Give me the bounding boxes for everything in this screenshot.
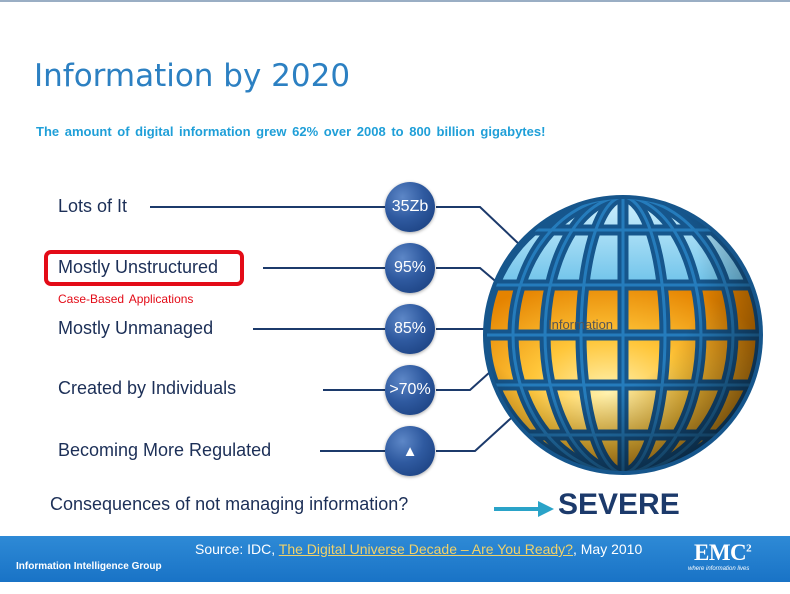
badge-70-percent: >70% — [385, 365, 435, 415]
source-link[interactable]: The Digital Universe Decade – Are You Re… — [278, 541, 573, 557]
item-sublabel-case-based: Case-Based Applications — [58, 292, 194, 306]
footer-bar: Source: IDC, The Digital Universe Decade… — [0, 536, 790, 582]
globe-label: Information — [548, 317, 614, 332]
logo-superscript: 2 — [746, 542, 752, 555]
highlight-box — [44, 250, 244, 286]
logo-name: EMC — [694, 540, 747, 565]
top-rule — [0, 0, 790, 2]
item-label-created-by-individuals: Created by Individuals — [58, 378, 237, 398]
slide-title: Information by 2020 — [34, 58, 351, 94]
source-suffix: , May 2010 — [572, 541, 643, 557]
source-prefix: Source: IDC, — [195, 541, 279, 557]
emc-logo: EMC2 where information lives — [688, 540, 762, 576]
slide-subtitle: The amount of digital information grew 6… — [36, 124, 546, 139]
globe-icon — [483, 195, 763, 475]
item-label-becoming-more-regulated: Becoming More Regulated — [58, 440, 272, 460]
badge-85-percent: 85% — [385, 304, 435, 354]
item-label-mostly-unmanaged: Mostly Unmanaged — [58, 318, 214, 338]
logo-tagline: where information lives — [688, 566, 750, 572]
badge-35zb: 35Zb — [385, 182, 435, 232]
footer-group-name: Information Intelligence Group — [16, 561, 162, 572]
item-label-mostly-unstructured: Mostly Unstructured — [58, 257, 219, 277]
item-label-lots-of-it: Lots of It — [58, 196, 128, 216]
logo-text: EMC2 — [694, 540, 752, 566]
badge-95-percent: 95% — [385, 243, 435, 293]
footer-source: Source: IDC, The Digital Universe Decade… — [195, 541, 642, 557]
consequence-answer: SEVERE — [558, 488, 680, 521]
arrow-right-icon — [494, 501, 554, 517]
badge-triangle-up: ▲ — [385, 426, 435, 476]
consequence-question: Consequences of not managing information… — [50, 494, 409, 514]
